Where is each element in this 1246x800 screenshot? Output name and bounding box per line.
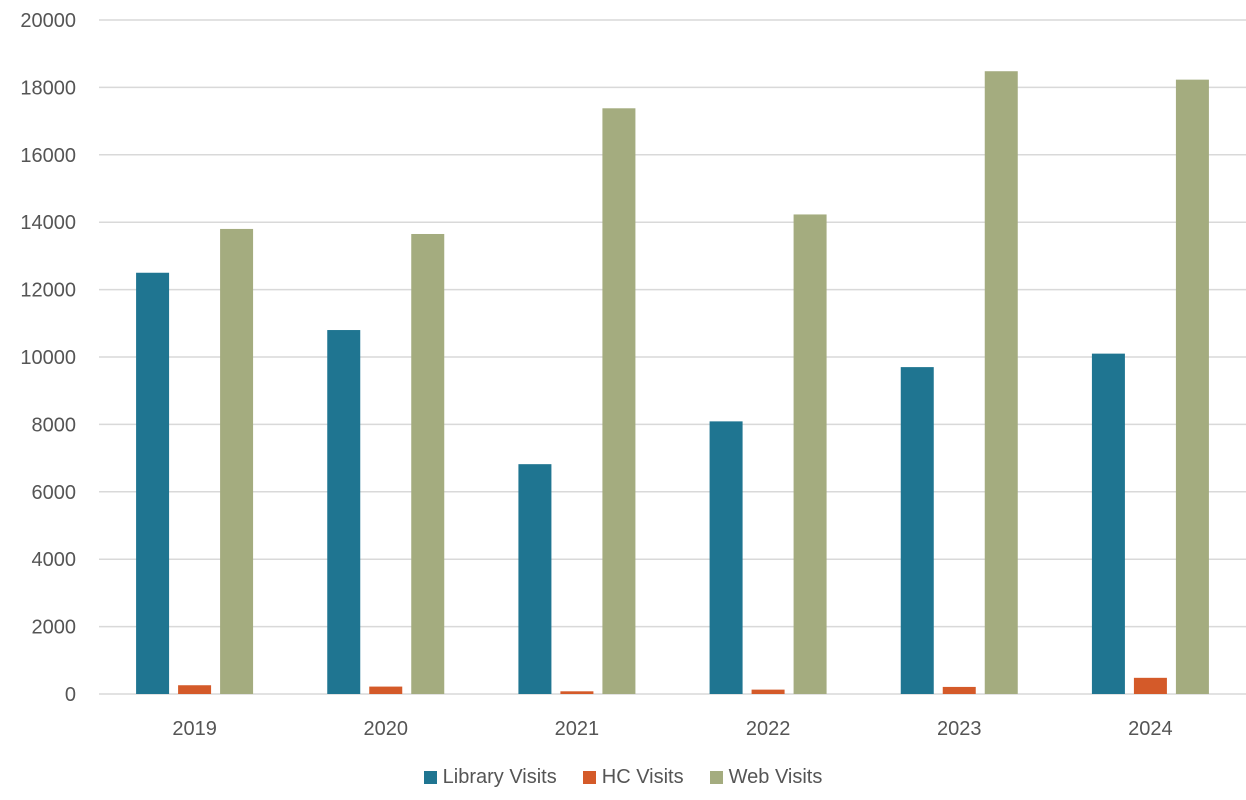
bar-hc-visits-2019	[178, 685, 212, 694]
x-tick-label-2019: 2019	[172, 718, 217, 740]
bar-web-visits-2023	[984, 71, 1018, 694]
y-tick-label-20000: 20000	[20, 10, 76, 32]
legend-swatch	[582, 771, 596, 784]
x-tick-label-2020: 2020	[364, 718, 409, 740]
y-tick-label-0: 0	[65, 684, 76, 706]
y-tick-label-16000: 16000	[20, 145, 76, 167]
y-tick-label-14000: 14000	[20, 212, 76, 234]
bar-web-visits-2024	[1175, 79, 1209, 695]
x-tick-label-2021: 2021	[555, 718, 600, 740]
y-tick-label-2000: 2000	[32, 617, 77, 639]
legend-swatch	[709, 771, 723, 784]
bar-library-visits-2023	[900, 367, 934, 694]
bar-hc-visits-2024	[1133, 677, 1167, 694]
bar-hc-visits-2022	[751, 689, 785, 694]
bar-library-visits-2021	[518, 464, 552, 694]
y-tick-label-6000: 6000	[32, 482, 77, 504]
y-tick-label-18000: 18000	[20, 77, 76, 99]
y-tick-label-8000: 8000	[32, 414, 77, 436]
legend-label: Web Visits	[728, 766, 823, 788]
chart-plot-area: 0 2000 4000 6000 8000 10000 12000 14000 16000 180…	[20, 10, 1246, 740]
legend-item-web-visits: Web Visits	[709, 766, 823, 789]
bar-hc-visits-2020	[369, 686, 403, 694]
y-tick-label-4000: 4000	[32, 549, 77, 571]
bar-hc-visits-2021	[560, 691, 594, 694]
chart-legend: Library Visits HC Visits Web Visits	[0, 766, 1246, 789]
bar-web-visits-2022	[793, 214, 827, 694]
x-tick-label-2024: 2024	[1128, 718, 1173, 740]
bar-hc-visits-2023	[942, 686, 976, 694]
legend-item-hc-visits: HC Visits	[582, 766, 684, 789]
bar-web-visits-2019	[220, 228, 254, 694]
legend-swatch	[423, 771, 437, 784]
y-tick-label-10000: 10000	[20, 347, 76, 369]
bar-web-visits-2021	[602, 108, 636, 694]
x-tick-label-2022: 2022	[746, 718, 791, 740]
legend-item-library-visits: Library Visits	[423, 766, 557, 789]
bar-web-visits-2020	[411, 233, 445, 694]
bar-library-visits-2019	[136, 272, 170, 694]
bar-library-visits-2024	[1091, 353, 1125, 694]
y-tick-label-12000: 12000	[20, 280, 76, 302]
legend-label: HC Visits	[601, 766, 684, 788]
bar-library-visits-2020	[327, 330, 361, 694]
bar-library-visits-2022	[709, 421, 743, 694]
legend-label: Library Visits	[442, 766, 557, 788]
x-tick-label-2023: 2023	[937, 718, 982, 740]
